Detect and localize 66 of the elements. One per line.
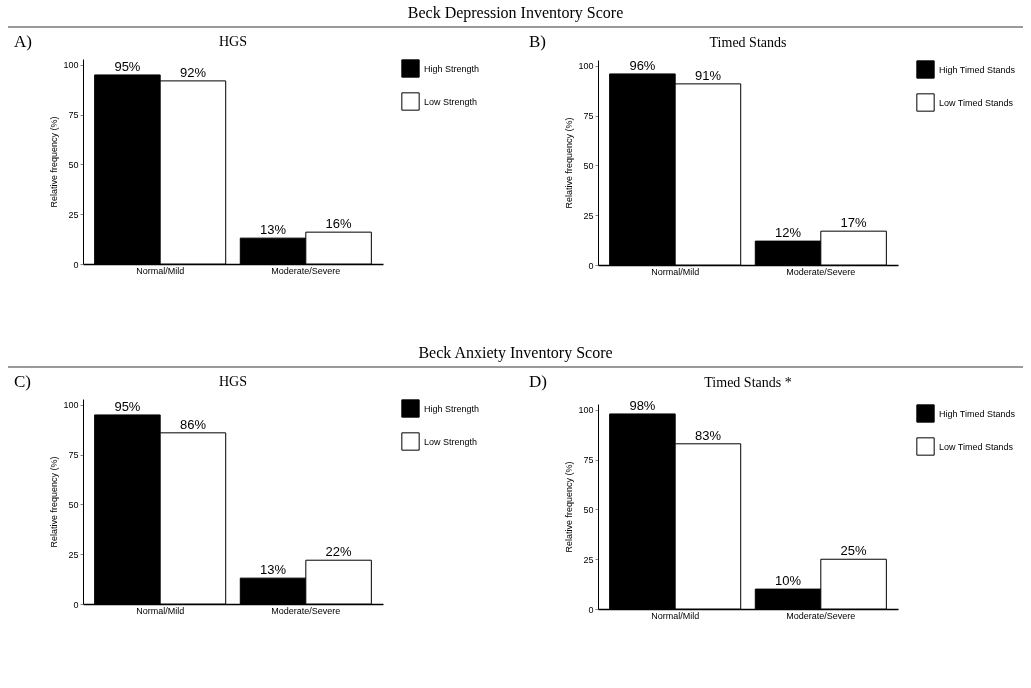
y-tick-label: 0 [588,260,594,271]
y-tick-label: 0 [73,259,79,270]
text: C) [14,372,31,392]
text: A) [14,32,32,52]
y-tick-label: 25 [583,210,594,221]
data-label: 95% [114,58,141,74]
chart-title: HGS [218,374,248,389]
y-tick-label: 0 [73,599,79,610]
x-tick-label: Normal/Mild [651,266,700,277]
y-axis-title: Relative frequency (%) [564,461,575,553]
legend-label: Low Timed Stands [939,97,1014,108]
y-tick-label: 100 [578,405,594,416]
x-tick-label: Moderate/Severe [786,266,856,277]
y-tick-label: 75 [68,110,79,121]
x-tick-label: Normal/Mild [651,610,700,621]
data-label: 10% [775,573,802,589]
data-label: 96% [629,57,656,73]
y-tick-label: 25 [68,209,79,220]
data-label: 86% [179,416,207,432]
x-tick-label: Moderate/Severe [271,605,341,616]
legend-label: Low Strength [424,436,478,447]
y-tick-label: 50 [68,159,79,170]
legend-label: Low Strength [424,96,478,107]
legend-label: Low Timed Stands [939,441,1014,452]
y-axis-title: Relative frequency (%) [564,117,575,209]
data-label: 13% [260,562,287,578]
data-label: 83% [694,427,722,443]
chart-title: Timed Stands * [704,374,792,390]
y-tick-label: 75 [583,111,594,122]
legend-label: High Strength [424,63,480,74]
y-tick-label: 0 [588,604,594,615]
data-label: 13% [260,222,287,238]
data-label: 25% [840,543,868,559]
y-axis-title: Relative frequency (%) [49,456,60,548]
data-label: 16% [325,216,353,232]
legend-label: High Strength [424,403,480,414]
chart-title: Timed Stands [709,34,787,50]
text: Beck Depression Inventory Score [8,0,1023,28]
data-label: 17% [840,215,868,231]
y-tick-label: 25 [583,554,594,565]
chart-title: HGS [218,34,248,49]
data-label: 22% [325,544,353,560]
text: B) [529,32,546,52]
y-tick-label: 50 [583,504,594,515]
text: D) [529,372,547,392]
data-label: 98% [629,397,656,413]
data-label: 92% [179,64,207,80]
data-label: 12% [775,225,802,241]
text: Beck Anxiety Inventory Score [8,340,1023,368]
y-tick-label: 25 [68,549,79,560]
legend-label: High Timed Stands [939,64,1016,75]
x-tick-label: Normal/Mild [136,605,185,616]
x-tick-label: Moderate/Severe [271,265,341,276]
x-tick-label: Normal/Mild [136,265,185,276]
y-tick-label: 100 [63,60,79,71]
y-tick-label: 100 [578,61,594,72]
legend-label: High Timed Stands [939,408,1016,419]
y-tick-label: 100 [63,400,79,411]
data-label: 95% [114,398,141,414]
y-tick-label: 75 [68,450,79,461]
data-label: 91% [694,67,722,83]
y-tick-label: 50 [68,499,79,510]
y-axis-title: Relative frequency (%) [49,116,60,208]
x-tick-label: Moderate/Severe [786,610,856,621]
y-tick-label: 50 [583,160,594,171]
y-tick-label: 75 [583,455,594,466]
